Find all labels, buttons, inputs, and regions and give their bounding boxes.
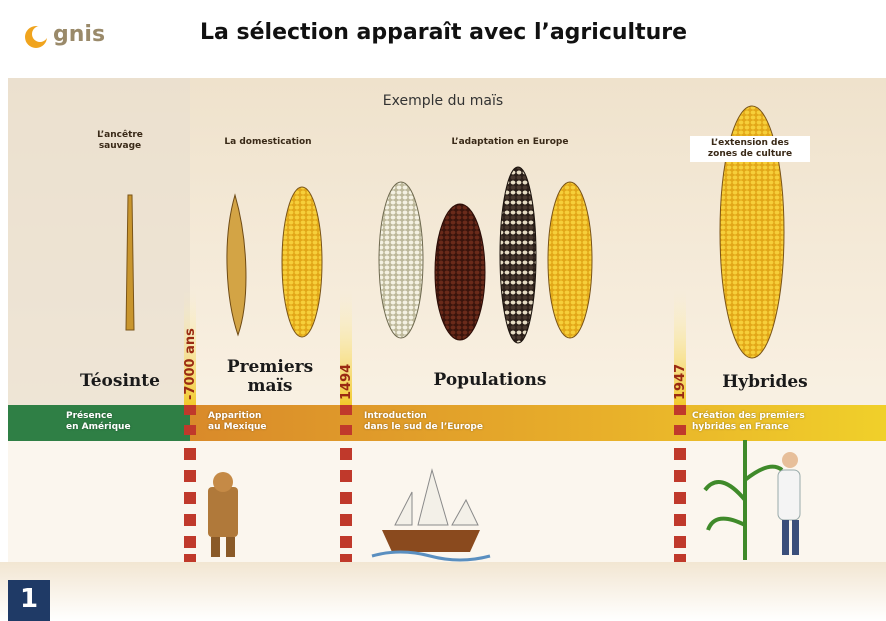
text-line: sauvage	[80, 141, 160, 152]
text-line: dans le sud de l’Europe	[364, 422, 483, 433]
page: {"header": {"logo": "gnis", "title": "La…	[0, 0, 886, 621]
text-line: L’ancêtre	[80, 130, 160, 141]
text-line: Hybrides	[700, 373, 830, 392]
variety-name: Hybrides	[700, 373, 830, 392]
variety-name: Populations	[410, 371, 570, 390]
slide-number: 1	[8, 584, 50, 614]
text-line: L’adaptation en Europe	[420, 137, 600, 148]
text-line: L’extension des	[690, 138, 810, 149]
text-line: Premiers	[210, 358, 330, 377]
stage-label: La domestication	[198, 137, 338, 148]
text-line: au Mexique	[208, 422, 267, 433]
text-line: Téosinte	[60, 372, 180, 391]
text-line: hybrides en France	[692, 422, 805, 433]
text-line: Création des premiers	[692, 411, 805, 422]
title: La sélection apparaît avec l’agriculture	[200, 20, 687, 45]
subtitle: Exemple du maïs	[0, 93, 886, 109]
date-label: -7000 ans	[183, 328, 198, 400]
text-line: Présence	[66, 411, 131, 422]
date-label: 1947	[673, 364, 688, 400]
date-label: 1494	[339, 364, 354, 400]
stage-label: L’adaptation en Europe	[420, 137, 600, 148]
text-line: en Amérique	[66, 422, 131, 433]
text-line: Apparition	[208, 411, 267, 422]
text-line: Populations	[410, 371, 570, 390]
text-line: La domestication	[198, 137, 338, 148]
logo: gnis	[53, 22, 105, 47]
text-line: Introduction	[364, 411, 483, 422]
variety-name: Téosinte	[60, 372, 180, 391]
text-line: zones de culture	[690, 149, 810, 160]
text-line: maïs	[210, 377, 330, 396]
